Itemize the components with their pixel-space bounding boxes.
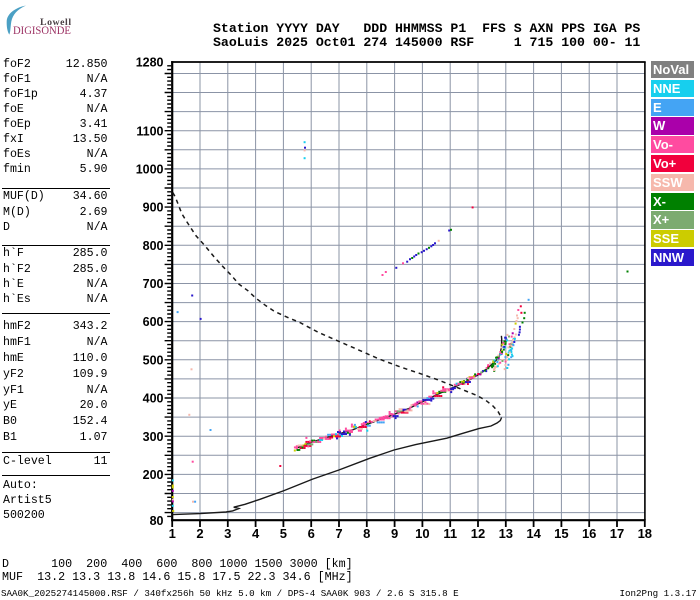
svg-text:1000: 1000 [136,163,164,177]
svg-text:7: 7 [335,526,342,541]
svg-text:17: 17 [610,526,624,541]
svg-text:900: 900 [143,201,164,215]
svg-text:14: 14 [526,526,541,541]
svg-text:600: 600 [143,315,164,329]
svg-text:400: 400 [143,392,164,406]
svg-text:10: 10 [415,526,429,541]
svg-text:13: 13 [499,526,513,541]
svg-text:6: 6 [308,526,315,541]
svg-text:700: 700 [143,277,164,291]
svg-text:8: 8 [363,526,370,541]
svg-text:80: 80 [150,514,164,528]
svg-text:15: 15 [554,526,568,541]
svg-text:1100: 1100 [136,124,163,138]
svg-text:18: 18 [638,526,652,541]
svg-text:500: 500 [143,353,164,367]
svg-text:800: 800 [143,239,164,253]
svg-text:12: 12 [471,526,485,541]
svg-text:5: 5 [280,526,287,541]
svg-text:11: 11 [443,526,457,541]
svg-text:2: 2 [196,526,203,541]
svg-text:4: 4 [252,526,260,541]
svg-text:16: 16 [582,526,596,541]
svg-text:3: 3 [224,526,231,541]
svg-text:200: 200 [143,468,164,482]
svg-text:1280: 1280 [136,56,164,70]
svg-text:300: 300 [143,430,164,444]
svg-text:1: 1 [169,526,176,541]
svg-text:9: 9 [391,526,398,541]
